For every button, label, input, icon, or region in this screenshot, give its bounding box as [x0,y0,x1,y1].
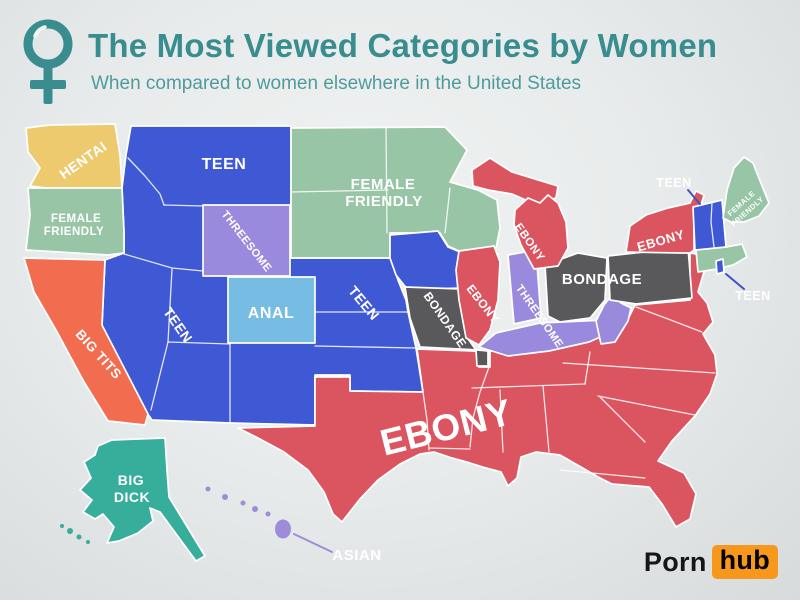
label-montana: TEEN [202,156,247,173]
pornhub-logo-hub: hub [711,545,778,579]
region-ebony-south [237,252,718,528]
state-maine [722,156,770,223]
state-michigan [513,194,569,270]
hawaii-callout-line [293,533,333,553]
state-alaska [79,437,206,562]
state-colorado [227,276,316,344]
state-wyoming [202,204,291,277]
label-rhode-island-callout: TEEN [735,289,770,303]
label-alaska-line1: BIG [118,472,144,488]
label-northeast-callout: TEEN [656,176,691,190]
pornhub-logo: Porn hub [644,545,778,579]
female-symbol-crossbar [30,80,66,89]
page-subtitle: When compared to women elsewhere in the … [91,73,582,94]
state-west-virginia [595,294,632,345]
rhode-island-callout-line [725,273,745,290]
callouts: TEEN TEEN ASIAN [293,176,770,564]
page-title: The Most Viewed Categories by Women [88,27,718,64]
hawaii-islands [205,486,291,539]
label-oregon-line2: FRIENDLY [44,226,104,238]
vermont-new-hampshire-border [710,202,715,248]
female-symbol-icon [23,19,73,104]
pornhub-logo-porn: Porn [643,546,707,577]
state-borders [123,126,716,479]
state-illinois [455,245,501,346]
label-ohio-pennsylvania: BONDAGE [562,271,642,288]
state-ohio [544,252,608,323]
female-symbol-highlight [33,25,47,38]
label-alaska-line2: DICK [114,489,150,505]
label-dakotas-line2: FRIENDLY [345,193,423,210]
female-symbol-circle [23,19,73,69]
state-michigan-upper-peninsula [471,157,559,205]
label-colorado: ANAL [248,305,294,322]
state-vermont-new-hampshire [692,199,727,251]
state-new-york [625,190,705,254]
northeast-callout-line [687,189,701,205]
alaska-islands [60,524,90,544]
state-oregon [25,187,125,256]
label-dakotas-line1: FEMALE [351,176,416,193]
state-massachusetts-connecticut [695,243,748,273]
label-hawaii: ASIAN [332,547,381,564]
label-oregon-line1: FEMALE [51,213,101,225]
state-california [23,257,149,426]
state-rhode-island [715,258,725,275]
